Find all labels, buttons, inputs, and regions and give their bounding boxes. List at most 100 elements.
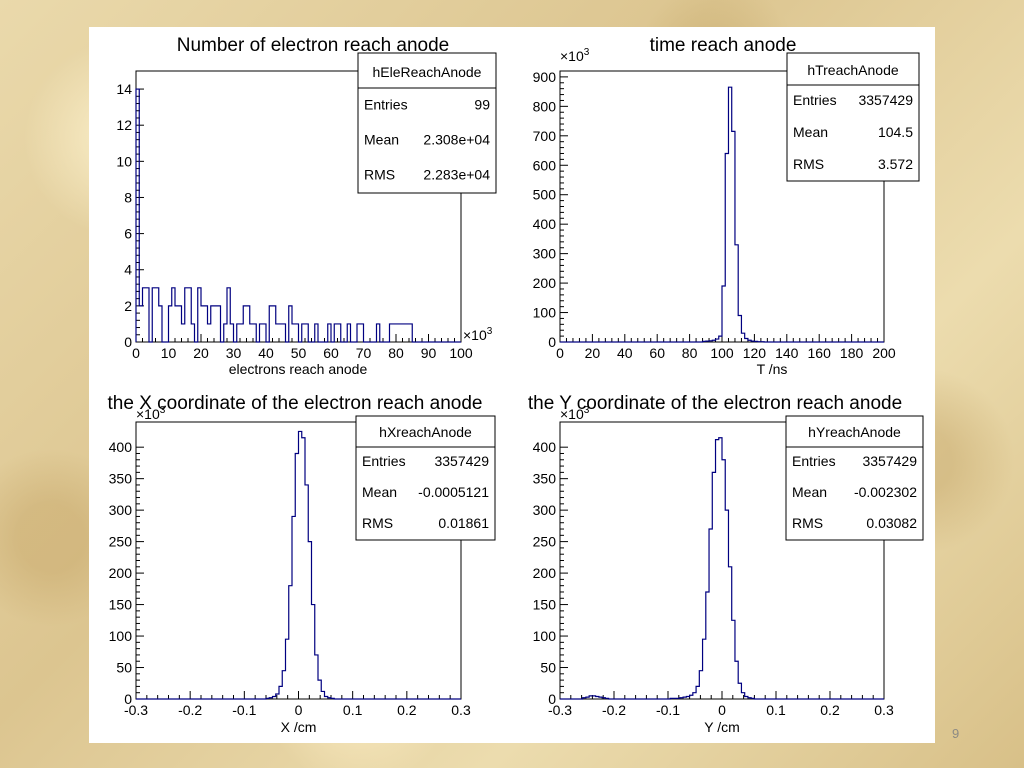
x-axis-title: X /cm — [281, 719, 317, 735]
stats-value-rms: 3.572 — [878, 156, 913, 172]
histogram-bin — [139, 306, 142, 342]
x-tick-label: 30 — [226, 345, 242, 361]
x-tick-label: -0.1 — [656, 702, 680, 718]
x-tick-label: 0.1 — [766, 702, 786, 718]
x-tick-label: 80 — [388, 345, 404, 361]
y-tick-label: 10 — [116, 153, 132, 169]
histogram-line — [135, 88, 461, 343]
stats-value-entries: 3357429 — [858, 92, 913, 108]
y-multiplier: ×103 — [560, 405, 590, 422]
stats-value-mean: 104.5 — [878, 124, 913, 140]
x-axis-title: T /ns — [757, 361, 788, 377]
y-tick-label: 100 — [533, 305, 557, 321]
x-tick-label: -0.2 — [178, 702, 202, 718]
y-tick-label: 6 — [124, 226, 132, 242]
stats-label-entries: Entries — [792, 453, 836, 469]
stats-value-rms: 2.283e+04 — [423, 167, 490, 183]
stats-box — [357, 52, 497, 194]
x-tick-label: 140 — [775, 345, 799, 361]
stats-box — [785, 415, 924, 541]
stats-value-mean: -0.002302 — [854, 484, 917, 500]
y-tick-label: 200 — [109, 565, 133, 581]
y-tick-label: 0 — [548, 334, 556, 350]
stats-label-mean: Mean — [362, 484, 397, 500]
chart-title: Number of electron reach anode — [177, 35, 450, 56]
chart-title: the X coordinate of the electron reach a… — [108, 393, 483, 414]
y-tick-label: 8 — [124, 189, 132, 205]
y-tick-label: 300 — [533, 502, 557, 518]
y-tick-label: 400 — [109, 439, 133, 455]
stats-value-entries: 99 — [474, 97, 490, 113]
stats-label-rms: RMS — [793, 156, 824, 172]
x-tick-label: 0 — [295, 702, 303, 718]
y-tick-label: 900 — [533, 69, 557, 85]
stats-histogram-name: hTreachAnode — [807, 62, 899, 78]
x-tick-label: 0 — [556, 345, 564, 361]
stats-label-entries: Entries — [364, 97, 408, 113]
y-tick-label: 200 — [533, 275, 557, 291]
y-tick-label: 700 — [533, 128, 557, 144]
x-tick-label: 90 — [421, 345, 437, 361]
stats-histogram-name: hYreachAnode — [808, 424, 901, 440]
stats-label-entries: Entries — [793, 92, 837, 108]
x-tick-label: 100 — [710, 345, 734, 361]
y-tick-label: 350 — [533, 471, 557, 487]
histogram-line — [136, 430, 461, 700]
stats-label-rms: RMS — [364, 167, 395, 183]
y-multiplier: ×103 — [136, 405, 166, 422]
y-tick-label: 50 — [116, 660, 132, 676]
stats-value-rms: 0.01861 — [438, 515, 489, 531]
histogram-bin — [719, 438, 722, 699]
stats-label-mean: Mean — [364, 132, 399, 148]
histogram-bin — [299, 431, 302, 699]
x-tick-label: 100 — [449, 345, 473, 361]
x-tick-label: 40 — [617, 345, 633, 361]
y-tick-label: 4 — [124, 262, 132, 278]
x-tick-label: -0.2 — [602, 702, 626, 718]
x-tick-label: 180 — [840, 345, 864, 361]
x-tick-label: 0.3 — [874, 702, 894, 718]
stats-histogram-name: hEleReachAnode — [373, 64, 482, 80]
x-tick-label: 10 — [161, 345, 177, 361]
y-tick-label: 250 — [533, 534, 557, 550]
chart-x-coordinate: the X coordinate of the electron reach a… — [108, 393, 496, 735]
y-tick-label: 300 — [109, 502, 133, 518]
x-axis-title: electrons reach anode — [229, 361, 368, 377]
slide-number: 9 — [952, 726, 960, 741]
chart-time-reach-anode: time reach anode 0 20 40 60 80 100 120 140 160 180… — [533, 35, 920, 377]
x-tick-label: 0.2 — [397, 702, 417, 718]
x-tick-label: -0.3 — [548, 702, 572, 718]
y-tick-label: 12 — [116, 117, 132, 133]
x-tick-label: -0.3 — [124, 702, 148, 718]
histogram-line — [560, 86, 884, 343]
x-tick-label: 20 — [585, 345, 601, 361]
x-tick-label: 60 — [323, 345, 339, 361]
x-tick-label: 0.3 — [451, 702, 471, 718]
stats-box — [786, 52, 920, 182]
x-tick-label: 160 — [808, 345, 832, 361]
y-tick-label: 150 — [109, 597, 133, 613]
y-tick-label: 600 — [533, 157, 557, 173]
x-tick-label: 60 — [649, 345, 665, 361]
chart-title: the Y coordinate of the electron reach a… — [528, 393, 902, 414]
histogram-bin — [716, 440, 719, 699]
stats-value-mean: 2.308e+04 — [423, 132, 490, 148]
y-tick-label: 50 — [540, 660, 556, 676]
stats-label-mean: Mean — [792, 484, 827, 500]
stats-histogram-name: hXreachAnode — [379, 424, 472, 440]
stats-value-entries: 3357429 — [434, 453, 489, 469]
y-tick-label: 400 — [533, 439, 557, 455]
histogram-line — [560, 437, 884, 700]
stats-label-rms: RMS — [792, 515, 823, 531]
x-tick-label: -0.1 — [232, 702, 256, 718]
y-tick-label: 0 — [124, 334, 132, 350]
x-tick-label: 40 — [258, 345, 274, 361]
chart-y-coordinate: the Y coordinate of the electron reach a… — [528, 393, 924, 735]
x-multiplier: ×103 — [463, 326, 493, 343]
x-axis-title: Y /cm — [704, 719, 740, 735]
x-tick-label: 50 — [291, 345, 307, 361]
y-tick-label: 100 — [533, 628, 557, 644]
y-tick-label: 350 — [109, 471, 133, 487]
x-tick-label: 0 — [132, 345, 140, 361]
